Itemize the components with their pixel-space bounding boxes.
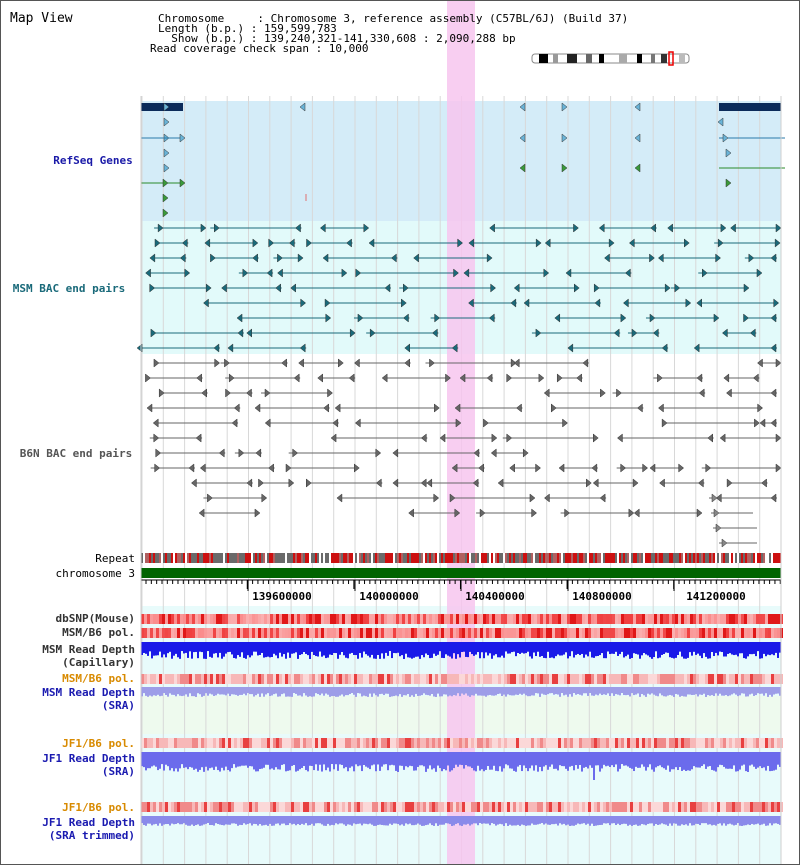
dbsnp-track-bar bbox=[141, 614, 783, 624]
axis-tick-label: 141200000 bbox=[686, 590, 746, 603]
track-label-msm-b6-pol-sra: MSM/B6 pol. bbox=[62, 672, 135, 685]
track-label-msm-b6-pol: MSM/B6 pol. bbox=[62, 626, 135, 639]
track-label-b6n-bac: B6N BAC end pairs bbox=[20, 447, 133, 460]
gene-block bbox=[141, 103, 183, 111]
msm-depth-capillary-bars bbox=[141, 642, 781, 659]
jf1-b6-pol-trimmed-track-bar bbox=[141, 802, 783, 812]
track-label-msm-depth-sra-sub: (SRA) bbox=[102, 699, 135, 712]
track-label-jf1-depth-sra: JF1 Read Depth bbox=[42, 752, 135, 765]
axis-tick-label: 140800000 bbox=[572, 590, 632, 603]
track-label-jf1-depth-sra-sub: (SRA) bbox=[102, 765, 135, 778]
axis-tick-label: 140000000 bbox=[359, 590, 419, 603]
gene-block bbox=[719, 103, 781, 111]
b6n-bac-extra bbox=[709, 493, 757, 548]
b6n-bac-pairs bbox=[145, 358, 782, 518]
position-axis bbox=[141, 579, 781, 591]
track-label-msm-depth-cap: MSM Read Depth bbox=[42, 643, 135, 656]
track-label-chromosome: chromosome 3 bbox=[56, 567, 135, 580]
track-label-jf1-b6-pol: JF1/B6 pol. bbox=[62, 737, 135, 750]
msm-depth-sra-bars bbox=[141, 687, 781, 697]
jf1-depth-sra-bars bbox=[141, 752, 781, 780]
msm-b6-pol-track-bar bbox=[141, 628, 783, 638]
track-label-jf1-b6-pol-2: JF1/B6 pol. bbox=[62, 801, 135, 814]
jf1-depth-trimmed-bars bbox=[141, 816, 781, 826]
msm-b6-pol-sra-track-bar bbox=[141, 674, 783, 684]
selected-region-highlight bbox=[447, 1, 475, 864]
axis-tick-label: 139600000 bbox=[252, 590, 312, 603]
chromosome-ideogram bbox=[531, 51, 690, 66]
track-label-repeat: Repeat bbox=[95, 552, 135, 565]
track-label-msm-depth-sra: MSM Read Depth bbox=[42, 686, 135, 699]
track-label-jf1-depth-trim: JF1 Read Depth bbox=[42, 816, 135, 829]
chromosome-info: Chromosome : Chromosome 3, reference ass… bbox=[158, 12, 629, 25]
axis-tick-label: 140400000 bbox=[465, 590, 525, 603]
chromosome-bar bbox=[141, 568, 781, 578]
track-label-msm-bac: MSM BAC end pairs bbox=[13, 282, 126, 295]
refseq-genes bbox=[141, 102, 785, 218]
track-label-refseq: RefSeq Genes bbox=[53, 154, 132, 167]
track-label-msm-depth-cap-sub: (Capillary) bbox=[62, 656, 135, 669]
jf1-b6-pol-track-bar bbox=[141, 738, 783, 748]
ideogram-position-marker bbox=[668, 51, 674, 66]
length-info: Length (b.p.) : 159,599,783 bbox=[158, 22, 337, 35]
track-label-dbsnp: dbSNP(Mouse) bbox=[56, 612, 135, 625]
track-label-jf1-depth-trim-sub: (SRA trimmed) bbox=[49, 829, 135, 842]
view-title: Map View bbox=[10, 11, 73, 26]
repeat-track-bar bbox=[141, 553, 781, 563]
msm-bac-pairs bbox=[136, 223, 782, 353]
show-range-info: Show (b.p.) : 139,240,321-141,330,608 : … bbox=[158, 32, 516, 45]
coverage-span-info: Read coverage check span : 10,000 bbox=[150, 42, 369, 55]
